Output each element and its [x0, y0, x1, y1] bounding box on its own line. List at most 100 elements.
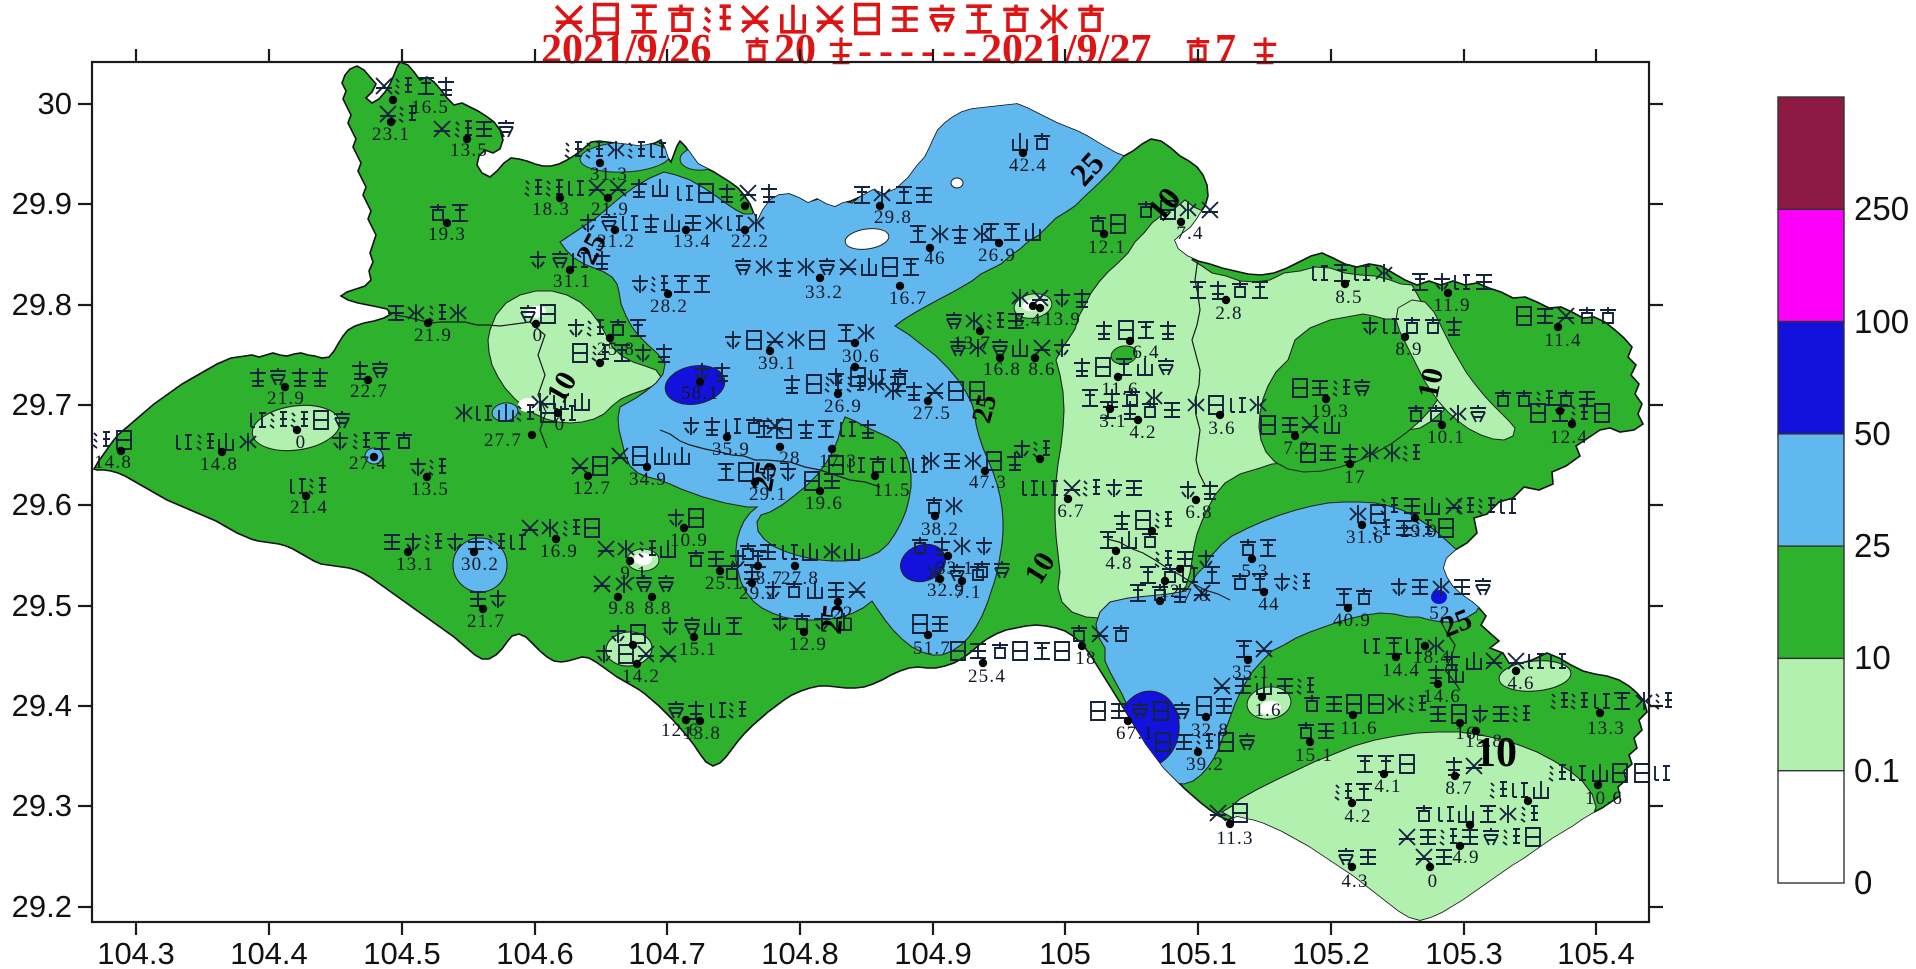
- svg-text:104.6: 104.6: [496, 936, 574, 969]
- svg-text:8.9: 8.9: [1395, 339, 1422, 360]
- svg-text:18.3: 18.3: [532, 199, 570, 220]
- svg-text:26.9: 26.9: [824, 396, 862, 417]
- svg-text:29.2: 29.2: [739, 583, 777, 604]
- svg-text:26.9: 26.9: [978, 245, 1016, 266]
- svg-text:13.7: 13.7: [953, 333, 991, 354]
- svg-text:7.2: 7.2: [1283, 438, 1310, 459]
- svg-text:7: 7: [1215, 27, 1236, 73]
- svg-text:250: 250: [1854, 190, 1909, 227]
- svg-text:16.9: 16.9: [540, 541, 578, 562]
- svg-text:40.9: 40.9: [1333, 610, 1371, 631]
- svg-text:42.4: 42.4: [1009, 155, 1047, 176]
- svg-text:10: 10: [1854, 639, 1891, 676]
- svg-text:4.1: 4.1: [1374, 776, 1401, 797]
- svg-text:104.3: 104.3: [97, 936, 175, 969]
- svg-text:13.3: 13.3: [1587, 718, 1625, 739]
- svg-text:29.7: 29.7: [12, 387, 72, 422]
- svg-text:2021/9/27: 2021/9/27: [981, 27, 1151, 73]
- svg-text:25: 25: [1854, 527, 1891, 564]
- svg-text:21.7: 21.7: [467, 611, 505, 632]
- svg-text:6.8: 6.8: [1185, 502, 1212, 523]
- svg-text:12.4: 12.4: [1550, 427, 1588, 448]
- svg-text:14.4: 14.4: [1382, 660, 1420, 681]
- svg-text:25: 25: [815, 603, 850, 636]
- svg-text:0: 0: [1428, 871, 1439, 892]
- svg-text:104.8: 104.8: [761, 936, 839, 969]
- svg-text:25.4: 25.4: [968, 666, 1006, 687]
- svg-text:27.4: 27.4: [349, 453, 387, 474]
- svg-text:15.8: 15.8: [1465, 731, 1503, 752]
- svg-text:8.4: 8.4: [1014, 310, 1041, 331]
- svg-text:14.8: 14.8: [94, 452, 132, 473]
- svg-text:22.2: 22.2: [731, 231, 769, 252]
- svg-text:39.2: 39.2: [1186, 754, 1224, 775]
- svg-text:105.1: 105.1: [1159, 936, 1237, 969]
- svg-text:9.8: 9.8: [608, 598, 635, 619]
- svg-text:10: 10: [1475, 730, 1517, 776]
- svg-text:50: 50: [1854, 415, 1891, 452]
- svg-text:27.7: 27.7: [484, 430, 522, 451]
- svg-text:16.7: 16.7: [889, 288, 927, 309]
- svg-text:2.8: 2.8: [1215, 303, 1242, 324]
- svg-text:22.7: 22.7: [350, 381, 388, 402]
- svg-text:29.3: 29.3: [12, 788, 72, 823]
- svg-text:4.2: 4.2: [1344, 806, 1371, 827]
- svg-text:4.2: 4.2: [1129, 422, 1156, 443]
- svg-text:18: 18: [1075, 648, 1096, 669]
- svg-text:7.4: 7.4: [1176, 223, 1203, 244]
- svg-text:22: 22: [832, 603, 853, 624]
- svg-text:12: 12: [1159, 581, 1180, 602]
- svg-text:29.8: 29.8: [12, 287, 72, 322]
- svg-text:12.7: 12.7: [573, 478, 611, 499]
- svg-text:8.6: 8.6: [1028, 359, 1055, 380]
- svg-text:100: 100: [1854, 303, 1909, 340]
- svg-text:0: 0: [533, 325, 544, 346]
- svg-text:19.3: 19.3: [428, 224, 466, 245]
- svg-text:27.8: 27.8: [781, 568, 819, 589]
- svg-text:25.1: 25.1: [705, 573, 743, 594]
- svg-text:8.8: 8.8: [644, 598, 671, 619]
- svg-text:58.1: 58.1: [681, 383, 719, 404]
- svg-text:104.7: 104.7: [628, 936, 706, 969]
- svg-text:13.1: 13.1: [396, 554, 434, 575]
- svg-text:18.4: 18.4: [1413, 647, 1451, 668]
- svg-text:29.9: 29.9: [12, 186, 72, 221]
- svg-text:105.3: 105.3: [1425, 936, 1503, 969]
- svg-text:16: 16: [1455, 723, 1476, 744]
- svg-text:35.1: 35.1: [1232, 662, 1270, 683]
- svg-text:21.9: 21.9: [267, 388, 305, 409]
- svg-text:67.1: 67.1: [1116, 723, 1154, 744]
- svg-text:17.3: 17.3: [819, 451, 857, 472]
- svg-text:30.2: 30.2: [461, 554, 499, 575]
- svg-text:104.9: 104.9: [894, 936, 972, 969]
- svg-text:21.4: 21.4: [290, 497, 328, 518]
- svg-text:14.6: 14.6: [1423, 686, 1461, 707]
- svg-text:0.1: 0.1: [1854, 752, 1900, 789]
- svg-text:31.6: 31.6: [1346, 527, 1384, 548]
- svg-text:14.2: 14.2: [622, 666, 660, 687]
- svg-text:3.1: 3.1: [1099, 411, 1126, 432]
- svg-text:14.8: 14.8: [200, 454, 238, 475]
- svg-text:10.9: 10.9: [670, 530, 708, 551]
- svg-text:10: 10: [1411, 365, 1450, 401]
- svg-text:44: 44: [1258, 594, 1279, 615]
- svg-text:4.6: 4.6: [1507, 673, 1534, 694]
- svg-text:29.8: 29.8: [874, 207, 912, 228]
- svg-text:51.7: 51.7: [913, 638, 951, 659]
- svg-text:105: 105: [1039, 936, 1091, 969]
- svg-text:5.3: 5.3: [1241, 561, 1268, 582]
- svg-text:13.5: 13.5: [411, 479, 449, 500]
- svg-text:11.6: 11.6: [1101, 379, 1138, 400]
- svg-text:28: 28: [779, 448, 800, 469]
- svg-text:105.2: 105.2: [1292, 936, 1370, 969]
- svg-text:9.1: 9.1: [620, 563, 647, 584]
- svg-text:39.1: 39.1: [758, 353, 796, 374]
- svg-text:30.6: 30.6: [842, 346, 880, 367]
- svg-text:27.5: 27.5: [913, 403, 951, 424]
- svg-text:10.1: 10.1: [1427, 427, 1465, 448]
- svg-text:4.8: 4.8: [1105, 553, 1132, 574]
- svg-text:13.9: 13.9: [1043, 309, 1081, 330]
- svg-text:35.9: 35.9: [712, 439, 750, 460]
- svg-text:104.4: 104.4: [230, 936, 308, 969]
- svg-text:29.2: 29.2: [12, 889, 72, 924]
